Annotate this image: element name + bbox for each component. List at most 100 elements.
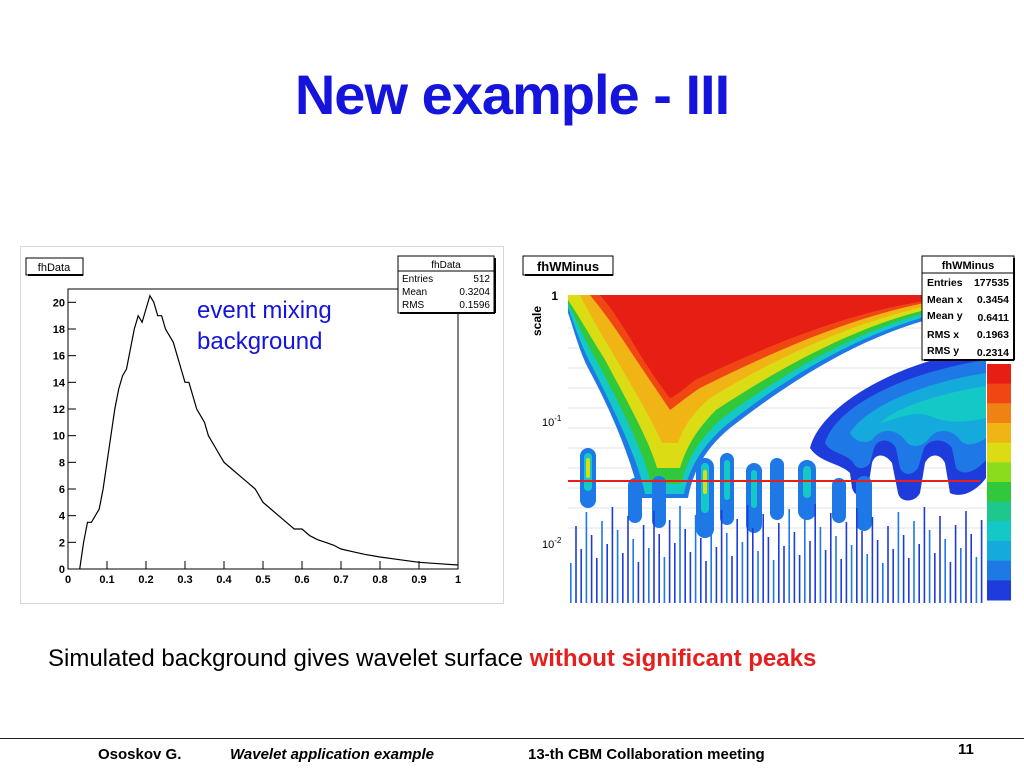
- fine-scale-stripe: [804, 518, 806, 603]
- stats-label: RMS: [402, 300, 425, 311]
- stats-label: Mean: [402, 287, 427, 298]
- stats-label: RMS x: [927, 329, 959, 341]
- y-tick-label: 0: [59, 564, 65, 576]
- fine-scale-stripe: [772, 560, 775, 603]
- stats-value: 512: [473, 274, 490, 285]
- histogram-axes: 0 0.1 0.2 0.3 0.4 0.5 0.6 0.7 0.8 0.9 102468101214…: [53, 297, 461, 586]
- color-scale-step: [987, 521, 1011, 542]
- fine-scale-stripe: [658, 534, 660, 603]
- fine-scale-stripes: [570, 504, 983, 603]
- color-scale-step: [987, 541, 1011, 562]
- wavelet-panel: fhWMinus scale 1 10-1 10-2: [520, 248, 1020, 604]
- y-tick-label: 16: [53, 351, 65, 363]
- fine-scale-stripe: [830, 513, 832, 603]
- x-tick-label: 0: [65, 574, 71, 586]
- stats-value: 0.1596: [459, 300, 490, 311]
- fine-scale-stripe: [965, 511, 967, 603]
- stats-label: Mean y: [927, 310, 963, 322]
- fine-scale-stripe: [928, 530, 931, 603]
- fine-scale-stripe: [975, 557, 978, 603]
- fine-scale-stripe: [715, 547, 718, 603]
- caption-text: Simulated background gives wavelet surfa…: [48, 645, 530, 672]
- color-scale-step: [987, 462, 1011, 483]
- stats-value: 0.1963: [977, 329, 1009, 341]
- color-scale-step: [987, 580, 1011, 601]
- stats-label: Entries: [927, 277, 963, 289]
- fine-scale-stripe: [632, 539, 634, 603]
- fine-scale-stripe: [876, 540, 879, 603]
- annotation-line: background: [197, 328, 323, 355]
- histogram-stats-box: fhData Entries 512 Mean 0.3204 RMS 0.159…: [397, 255, 496, 314]
- x-tick-label: 0.4: [216, 574, 232, 586]
- fine-scale-stripe: [580, 549, 582, 603]
- fine-scale-stripe: [960, 548, 962, 603]
- fine-scale-stripe: [700, 538, 702, 603]
- fine-scale-stripe: [648, 548, 650, 603]
- fine-scale-stripe: [819, 527, 822, 603]
- histogram-series-line: [79, 294, 459, 570]
- color-scale-step: [987, 501, 1011, 522]
- wavelet-y-tick: 10-1: [542, 414, 562, 429]
- stats-value: 0.3454: [977, 294, 1009, 306]
- x-tick-label: 0.8: [372, 574, 387, 586]
- y-tick-label: 8: [59, 457, 65, 469]
- fine-scale-stripe: [913, 521, 915, 603]
- wavelet-heatmap: fhWMinus scale 1 10-1 10-2: [522, 255, 1015, 603]
- footer-author: Ososkov G.: [98, 746, 182, 763]
- wavelet-y-axis-label: scale: [530, 306, 544, 336]
- wavelet-y-tick: 10-2: [542, 536, 562, 551]
- wavelet-surface: [568, 295, 986, 603]
- color-scale-step: [987, 383, 1011, 404]
- fine-scale-stripe: [809, 541, 811, 603]
- x-tick-label: 0.9: [411, 574, 426, 586]
- stats-value: 0.2314: [977, 347, 1009, 359]
- wavelet-title: fhWMinus: [537, 259, 599, 274]
- fine-scale-stripe: [866, 554, 868, 603]
- fine-scale-stripe: [814, 504, 816, 603]
- fine-scale-stripe: [887, 526, 889, 603]
- color-scale-step: [987, 482, 1011, 503]
- fine-scale-stripe: [944, 539, 946, 603]
- fine-scale-stripe: [918, 544, 920, 603]
- color-scale-step: [987, 423, 1011, 444]
- fine-scale-stripe: [845, 522, 848, 603]
- x-tick-label: 0.5: [255, 574, 270, 586]
- fine-scale-stripe: [939, 516, 941, 603]
- footer-divider: [0, 738, 1024, 739]
- fine-scale-stripe: [674, 543, 676, 603]
- fine-scale-stripe: [970, 534, 972, 603]
- fine-scale-stripe: [596, 558, 598, 603]
- fine-scale-stripe: [783, 546, 785, 603]
- y-tick-label: 2: [59, 537, 65, 549]
- annotation-line: event mixing: [197, 297, 332, 324]
- color-scale-step: [987, 560, 1011, 581]
- histogram-title: fhData: [38, 262, 71, 274]
- stats-value: 0.6411: [977, 312, 1009, 324]
- y-tick-label: 18: [53, 324, 65, 336]
- fine-scale-stripe: [934, 553, 936, 603]
- fine-scale-stripe: [653, 511, 655, 603]
- fine-scale-stripe: [689, 552, 692, 603]
- histogram-panel: fhData 0 0.1 0.2 0.3 0.4 0.5 0.6 0.7 0.8 0.9 1 0 2 4 6…: [20, 246, 504, 604]
- fine-scale-stripe: [694, 515, 697, 603]
- fine-scale-stripe: [611, 507, 614, 603]
- fine-scale-stripe: [882, 563, 884, 603]
- y-tick-label: 6: [59, 484, 65, 496]
- wavelet-y-tick: 1: [551, 289, 558, 303]
- stats-label: RMS y: [927, 345, 959, 357]
- slide-title: New example - III: [294, 63, 730, 126]
- slide-caption: Simulated background gives wavelet surfa…: [48, 645, 1008, 673]
- x-tick-label: 0.3: [177, 574, 192, 586]
- fine-scale-stripe: [892, 549, 894, 603]
- fine-scale-stripe: [616, 530, 619, 603]
- fine-scale-stripe: [642, 525, 645, 603]
- stats-label: Entries: [402, 274, 433, 285]
- fine-scale-stripe: [798, 555, 801, 603]
- fine-scale-stripe: [835, 536, 837, 603]
- wavelet-stats-title: fhWMinus: [942, 260, 995, 272]
- footer-event: 13-th CBM Collaboration meeting: [528, 746, 765, 763]
- y-tick-label: 14: [53, 377, 66, 389]
- x-tick-label: 0.1: [99, 574, 114, 586]
- color-scale-step: [987, 403, 1011, 424]
- histogram-stats-title: fhData: [431, 260, 461, 271]
